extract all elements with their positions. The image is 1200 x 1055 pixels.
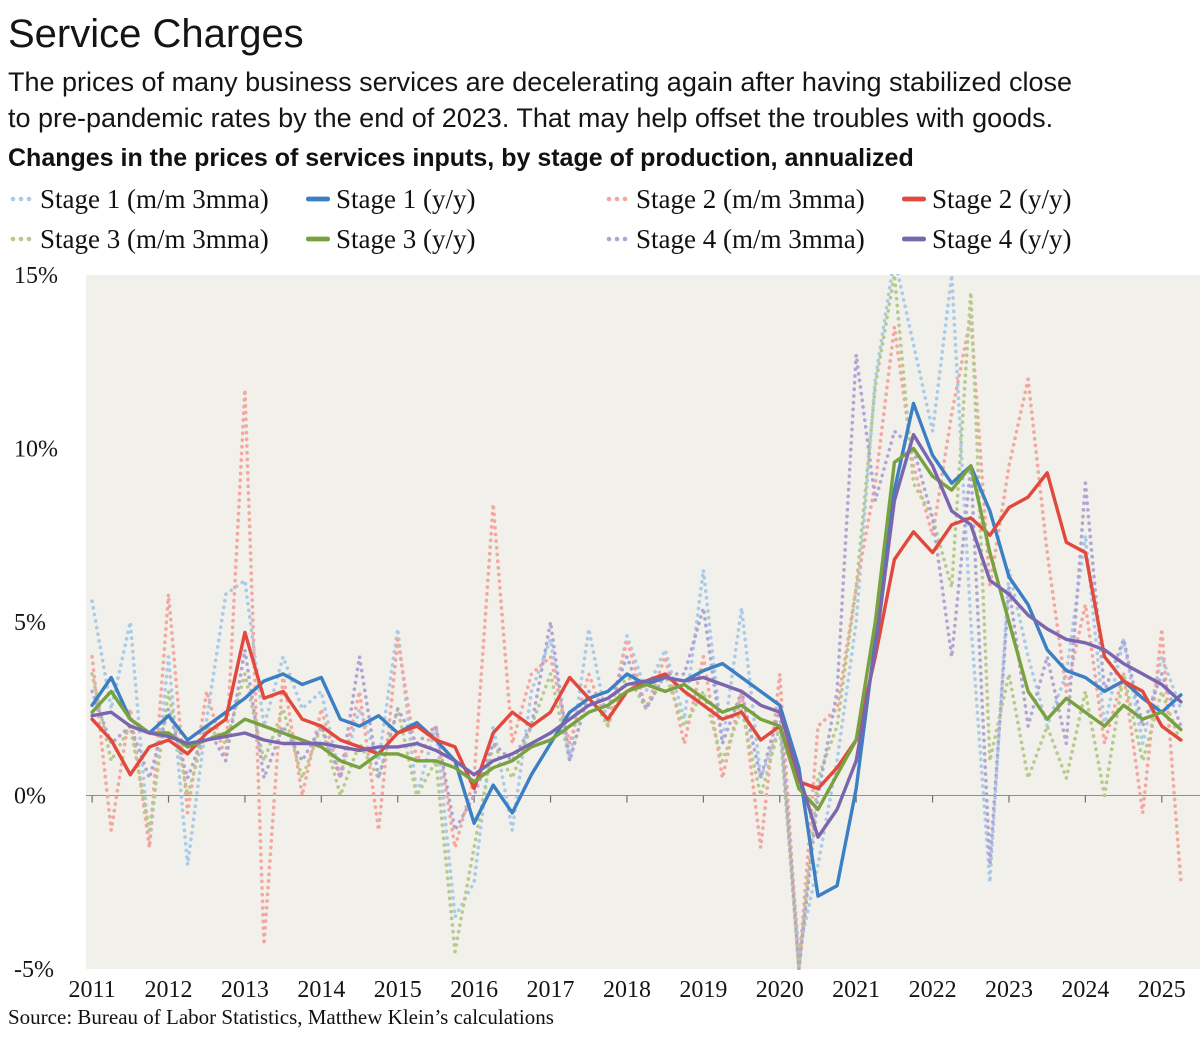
y-axis-label: 10% [14, 437, 58, 463]
y-axis-label: -5% [14, 957, 54, 983]
series-line [90, 315, 1183, 971]
y-axis-label: 5% [14, 610, 46, 636]
legend-item: Stage 1 (m/m 3mma) [8, 184, 304, 215]
legend-label: Stage 2 (m/m 3mma) [636, 183, 865, 214]
legend-item: Stage 2 (m/m 3mma) [604, 184, 900, 215]
y-axis-label: 15% [14, 263, 58, 289]
legend-item: Stage 3 (y/y) [304, 224, 604, 255]
x-axis-label: 2024 [1061, 977, 1109, 1003]
x-axis-label: 2012 [145, 977, 193, 1003]
series-group [90, 274, 1183, 971]
legend-marker-dotted-icon [606, 236, 628, 242]
chart-svg: 15% 10% 5% 0% -5% 2011 2012 2013 2014 2015 2016 201… [14, 263, 1200, 1003]
legend-row: Stage 3 (m/m 3mma) Stage 3 (y/y) Stage 4 (… [8, 219, 1192, 259]
legend-label: Stage 2 (y/y) [932, 183, 1072, 214]
x-axis-label: 2015 [374, 977, 422, 1003]
source-note: Source: Bureau of Labor Statistics, Matt… [8, 1005, 554, 1030]
legend-item: Stage 4 (m/m 3mma) [604, 224, 900, 255]
x-axis-label: 2025 [1138, 977, 1186, 1003]
x-axis-label: 2011 [69, 977, 116, 1003]
x-axis-label: 2020 [756, 977, 804, 1003]
series-line [90, 274, 1183, 954]
chart-legend: Stage 1 (m/m 3mma) Stage 1 (y/y) Stage 2 (… [8, 179, 1192, 259]
legend-item: Stage 4 (y/y) [900, 224, 1192, 255]
x-axis-label: 2022 [909, 977, 957, 1003]
x-axis-label: 2016 [450, 977, 498, 1003]
x-axis-label: 2021 [832, 977, 880, 1003]
legend-label: Stage 4 (y/y) [932, 223, 1072, 254]
legend-marker-dotted-icon [10, 196, 32, 202]
legend-label: Stage 1 (m/m 3mma) [40, 183, 269, 214]
legend-marker-solid-icon [306, 236, 330, 242]
legend-marker-solid-icon [306, 196, 330, 202]
legend-item: Stage 1 (y/y) [304, 184, 604, 215]
series-line [90, 274, 1183, 971]
legend-marker-solid-icon [902, 196, 926, 202]
legend-marker-dotted-icon [606, 196, 628, 202]
legend-label: Stage 1 (y/y) [336, 183, 476, 214]
legend-label: Stage 3 (y/y) [336, 223, 476, 254]
series-line [90, 433, 1183, 840]
legend-marker-dotted-icon [10, 236, 32, 242]
y-axis-label: 0% [14, 784, 46, 810]
x-axis-label: 2018 [603, 977, 651, 1003]
legend-item: Stage 2 (y/y) [900, 184, 1192, 215]
plot-background [86, 275, 1200, 970]
legend-label: Stage 4 (m/m 3mma) [636, 223, 865, 254]
x-axis-label: 2013 [221, 977, 269, 1003]
x-axis-label: 2017 [527, 977, 575, 1003]
legend-label: Stage 3 (m/m 3mma) [40, 223, 269, 254]
legend-item: Stage 3 (m/m 3mma) [8, 224, 304, 255]
x-axis-label: 2014 [297, 977, 345, 1003]
chart-subtitle: The prices of many business services are… [8, 67, 1073, 133]
series-line [90, 401, 1183, 899]
page-title: Service Charges [8, 12, 304, 56]
legend-marker-solid-icon [902, 236, 926, 242]
x-axis-label: 2023 [985, 977, 1033, 1003]
legend-row: Stage 1 (m/m 3mma) Stage 1 (y/y) Stage 2 (… [8, 179, 1192, 219]
chart-heading: Changes in the prices of services inputs… [8, 144, 914, 173]
x-axis-label: 2019 [679, 977, 727, 1003]
